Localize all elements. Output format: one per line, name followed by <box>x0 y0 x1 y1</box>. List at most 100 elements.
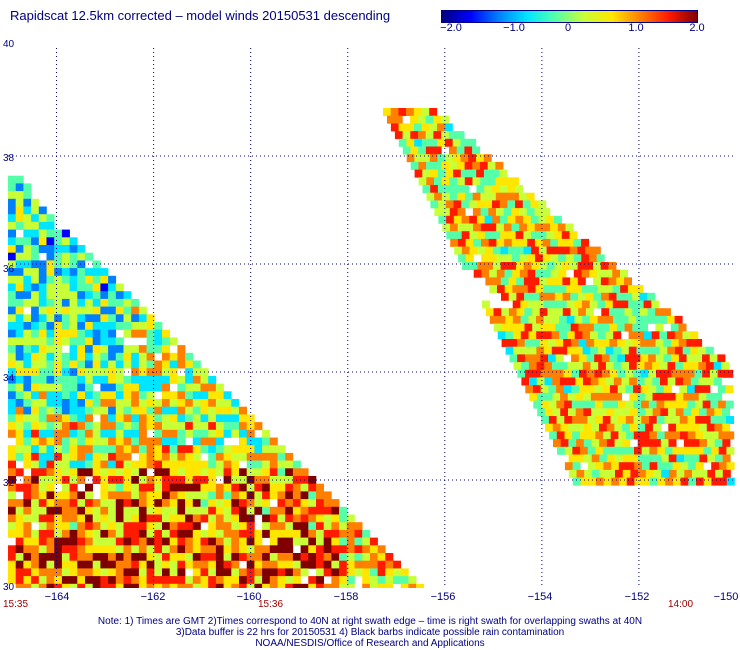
wind-cell <box>655 339 664 347</box>
wind-cell <box>362 583 371 588</box>
wind-cell <box>587 400 596 409</box>
wind-cell <box>600 277 609 286</box>
wind-cell <box>488 238 497 247</box>
wind-cell <box>15 368 24 377</box>
wind-cell <box>410 131 419 140</box>
wind-cell <box>61 283 70 292</box>
wind-cell <box>421 138 430 147</box>
wind-cell <box>567 362 576 371</box>
wind-cell <box>564 431 573 440</box>
wind-cell <box>8 560 16 569</box>
wind-cell <box>671 400 680 409</box>
wind-cell <box>574 331 583 340</box>
wind-cell <box>200 537 209 546</box>
wind-cell <box>657 446 666 455</box>
wind-cell <box>154 429 163 438</box>
wind-cell <box>665 477 674 486</box>
wind-cell <box>239 429 247 438</box>
wind-cell <box>680 431 688 440</box>
wind-cell <box>38 506 47 515</box>
wind-cell <box>691 392 699 401</box>
wind-cell <box>146 514 155 523</box>
wind-cell <box>516 262 524 270</box>
wind-cell <box>672 462 681 471</box>
wind-cell <box>215 499 224 508</box>
wind-cell <box>108 314 117 323</box>
wind-cell <box>508 246 517 255</box>
wind-cell <box>614 392 622 401</box>
wind-cell <box>465 192 473 201</box>
wind-cell <box>582 315 591 324</box>
wind-cell <box>162 352 170 361</box>
wind-cell <box>15 237 24 246</box>
wind-cell <box>606 439 615 448</box>
wind-cell <box>54 306 63 315</box>
wind-cell <box>639 292 648 301</box>
wind-cell <box>722 423 731 432</box>
colorbar-tick-label: 1.0 <box>628 22 644 34</box>
wind-cell <box>515 215 524 224</box>
wind-cell <box>564 446 573 455</box>
wind-cell <box>192 491 201 500</box>
wind-cell <box>645 469 654 478</box>
wind-cell <box>547 292 556 301</box>
wind-cell <box>177 391 186 400</box>
wind-cell <box>69 283 78 292</box>
wind-cell <box>138 514 147 523</box>
wind-cell <box>85 583 93 588</box>
wind-cell <box>523 231 532 240</box>
wind-cell <box>674 315 683 324</box>
wind-cell <box>169 360 178 369</box>
wind-cell <box>648 400 657 409</box>
wind-cell <box>8 252 16 261</box>
wind-cell <box>123 291 132 300</box>
wind-cell <box>593 323 602 332</box>
wind-cell <box>316 491 324 500</box>
wind-cell <box>331 529 340 538</box>
wind-cell <box>231 545 240 554</box>
wind-cell <box>231 399 240 407</box>
wind-cell <box>69 537 78 546</box>
wind-cell <box>554 231 563 240</box>
wind-cell <box>485 246 493 255</box>
wind-cell <box>46 291 55 300</box>
wind-cell <box>493 277 502 286</box>
wind-cell <box>461 246 470 255</box>
wind-cell <box>77 283 86 292</box>
wind-cell <box>38 214 47 223</box>
wind-cell <box>138 491 147 500</box>
wind-cell <box>15 429 24 438</box>
wind-cell <box>177 568 186 577</box>
wind-cell <box>200 576 209 585</box>
wind-cell <box>687 416 696 424</box>
wind-cell <box>115 322 124 330</box>
wind-cell <box>446 231 455 240</box>
wind-cell <box>92 360 101 369</box>
wind-cell <box>594 369 603 378</box>
wind-cell <box>108 422 117 431</box>
wind-cell <box>92 298 101 307</box>
wind-cell <box>624 292 633 301</box>
wind-cell <box>422 185 431 193</box>
wind-cell <box>429 154 438 163</box>
wind-cell <box>15 198 24 207</box>
wind-cell <box>31 399 40 407</box>
wind-cell <box>23 221 32 230</box>
wind-cell <box>544 408 553 417</box>
wind-cell <box>339 553 348 561</box>
wind-cell <box>262 553 271 561</box>
wind-cell <box>223 514 232 523</box>
wind-cell <box>473 223 482 232</box>
wind-cell <box>223 468 232 477</box>
wind-cell <box>131 414 140 423</box>
wind-cell <box>61 499 70 508</box>
wind-cell <box>622 454 631 463</box>
wind-cell <box>532 323 541 332</box>
wind-cell <box>200 422 209 431</box>
wind-cell <box>108 452 117 461</box>
wind-cell <box>46 322 55 330</box>
wind-cell <box>77 576 86 585</box>
wind-cell <box>706 392 715 401</box>
wind-cell <box>38 229 47 238</box>
wind-cell <box>414 154 423 163</box>
